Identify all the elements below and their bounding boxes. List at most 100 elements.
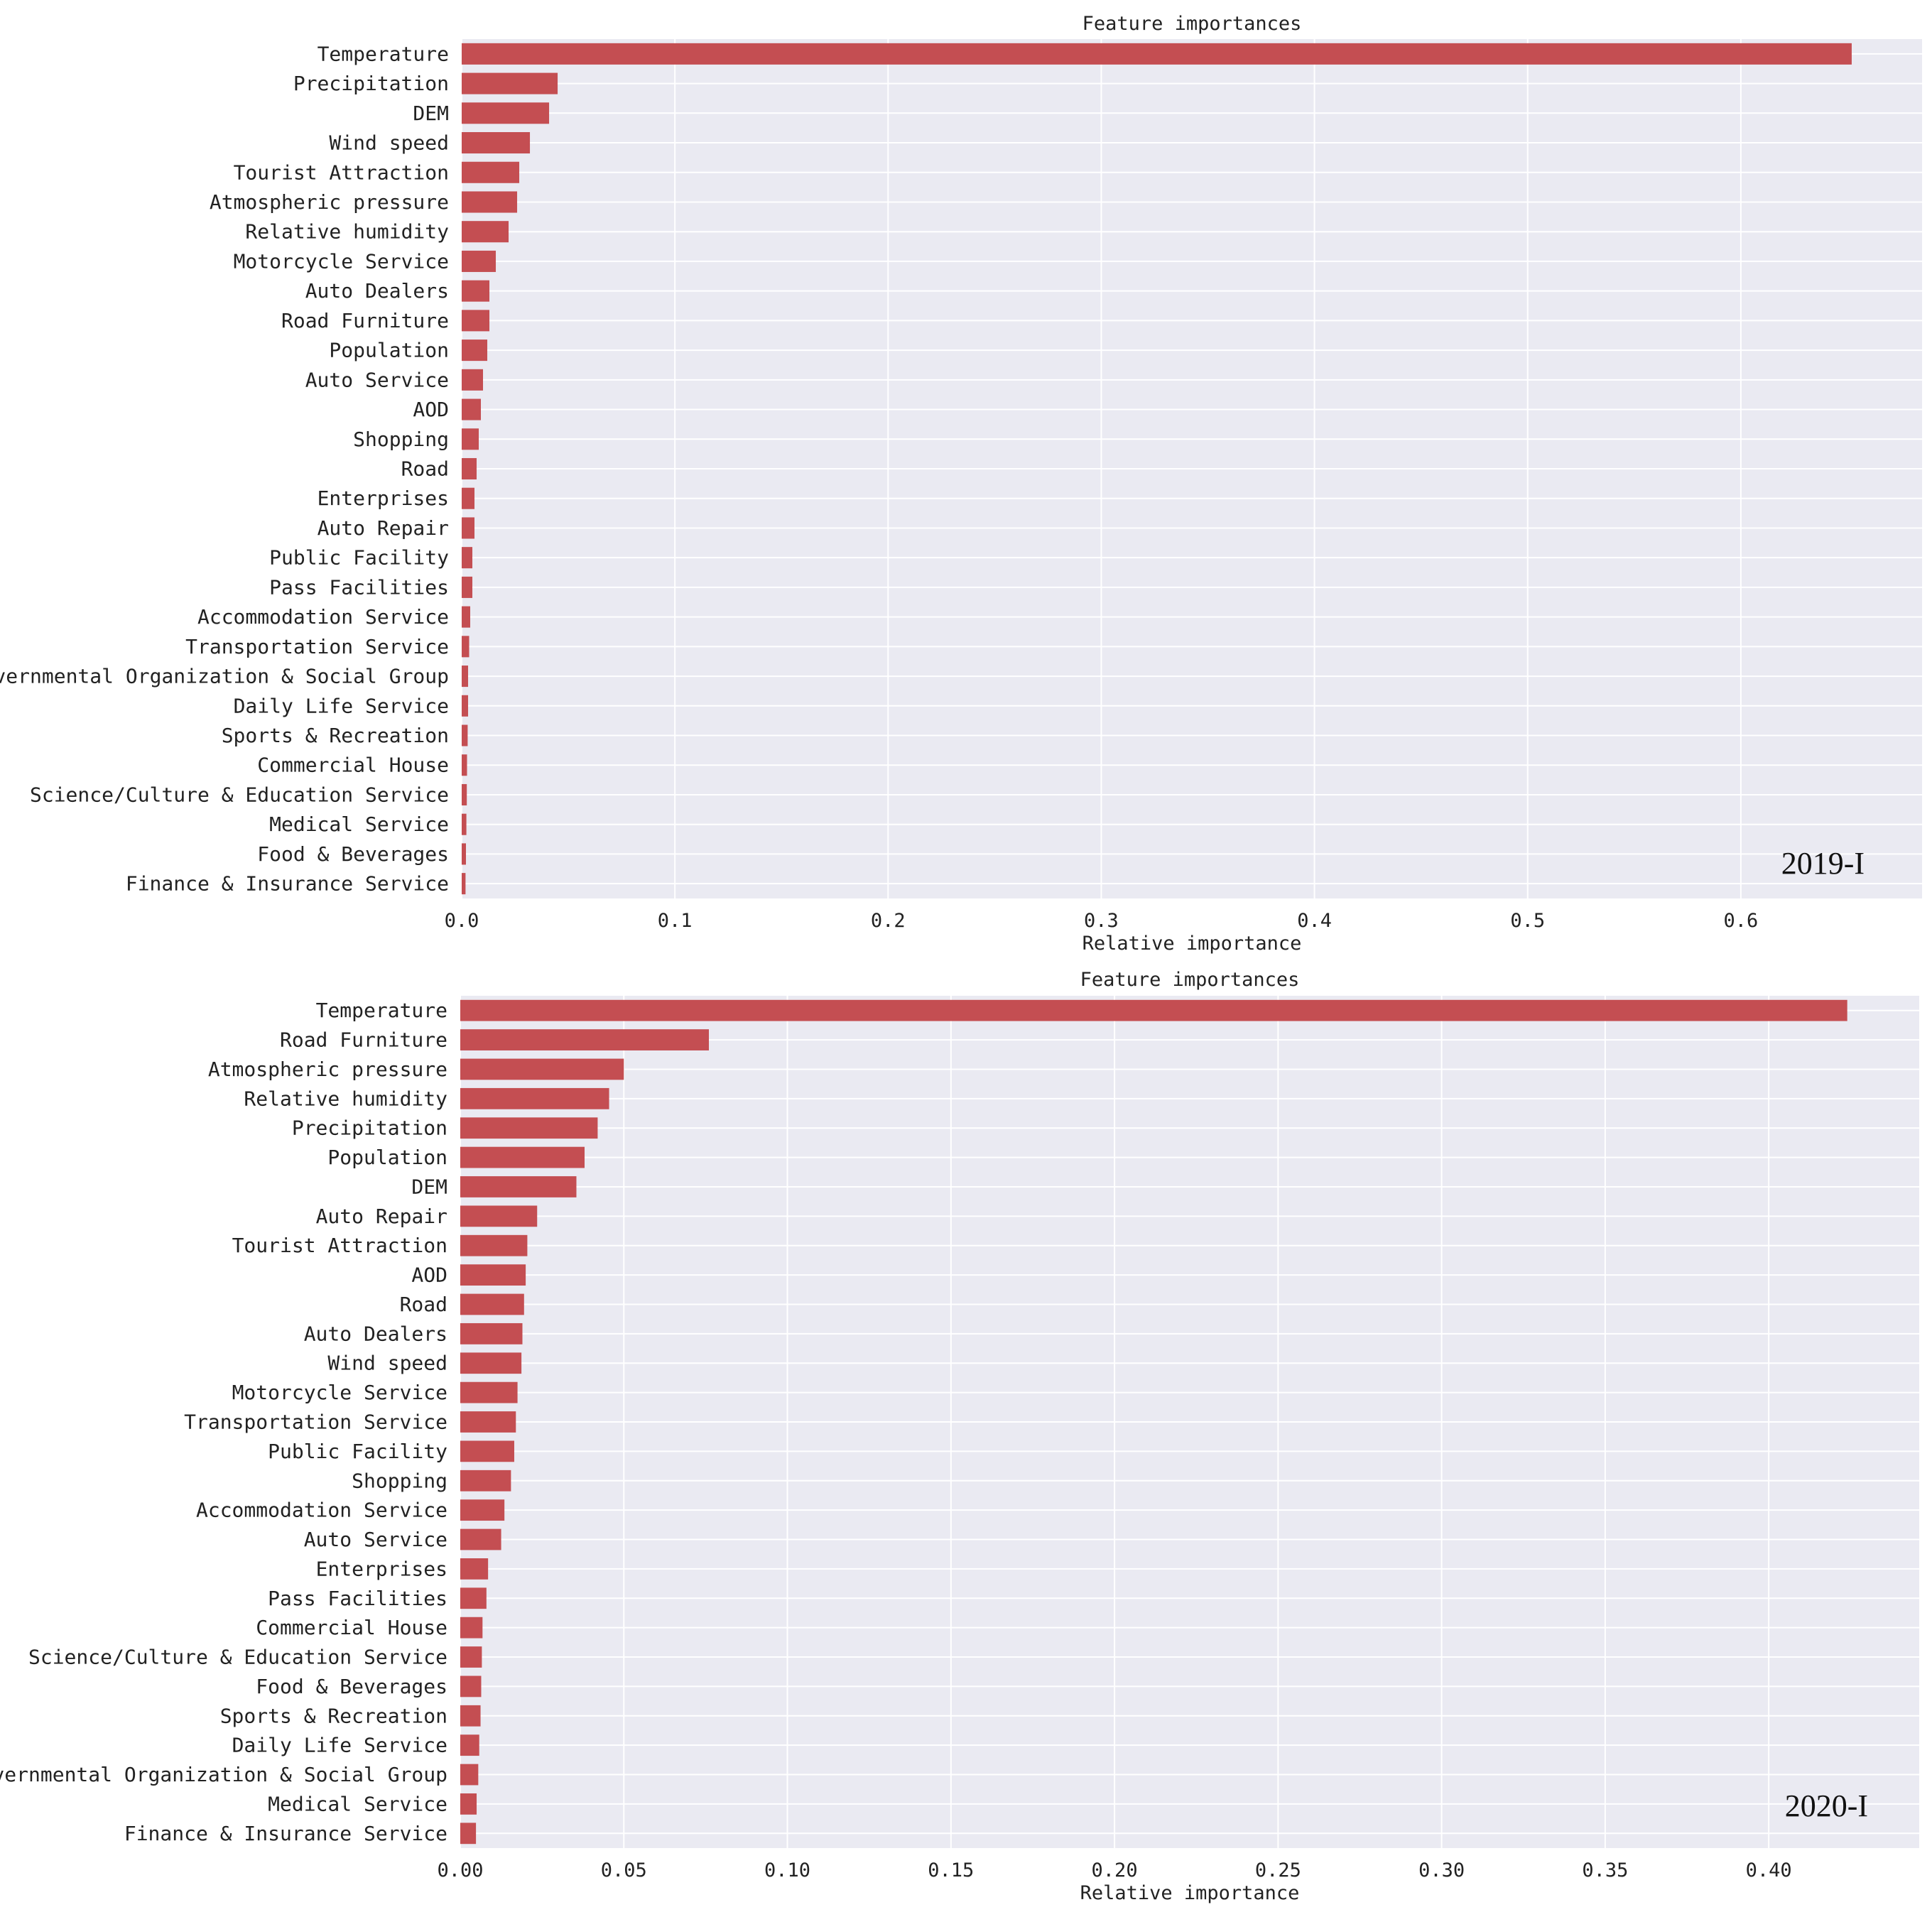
x-tick-label: 0.35: [1582, 1859, 1628, 1881]
category-label: Auto Service: [304, 1528, 447, 1551]
category-label: Transportation Service: [184, 1411, 447, 1434]
x-tick-label: 0.10: [764, 1859, 810, 1881]
x-tick-label: 0.5: [1510, 910, 1545, 932]
category-label: Commercial House: [257, 754, 449, 777]
category-label: DEM: [411, 1175, 447, 1198]
bar-2-22: [460, 1617, 483, 1639]
bar-2-5: [460, 1117, 598, 1139]
bar-1-8: [462, 250, 496, 272]
category-label: Finance & Insurance Service: [126, 872, 449, 896]
panel-label: 2019-I: [1781, 846, 1865, 881]
bar-1-19: [462, 576, 473, 598]
category-label: Science/Culture & Education Service: [30, 783, 449, 806]
category-label: Governmental Organization & Social Group: [0, 1763, 447, 1786]
chart-panel-1: Temperature Precipitation DEM Wind speed Tou…: [0, 13, 1922, 955]
bar-2-7: [460, 1176, 577, 1197]
category-label: Accommodation Service: [197, 605, 449, 629]
bar-1-1: [462, 43, 1852, 65]
bar-1-16: [462, 487, 475, 509]
x-axis-label: Relative importance: [1080, 1882, 1300, 1904]
bar-2-11: [460, 1293, 524, 1315]
bar-2-2: [460, 1029, 710, 1050]
category-label: Relative humidity: [245, 220, 449, 244]
category-label: Food & Beverages: [257, 842, 449, 866]
category-label: Precipitation: [293, 72, 449, 95]
bar-1-12: [462, 369, 484, 391]
bar-2-3: [460, 1058, 624, 1080]
bar-1-26: [462, 783, 467, 805]
x-tick-label: 0.25: [1255, 1859, 1301, 1881]
category-label: Enterprises: [318, 487, 449, 510]
category-label: Sports & Recreation: [222, 724, 449, 747]
bar-2-14: [460, 1381, 518, 1403]
bar-1-22: [462, 666, 469, 688]
category-label: Tourist Attraction: [234, 161, 449, 184]
category-label: Transportation Service: [185, 635, 449, 658]
x-tick-label: 0.4: [1297, 910, 1332, 932]
bar-1-13: [462, 398, 482, 420]
category-label: Governmental Organization & Social Group: [0, 665, 449, 688]
category-label: Population: [329, 339, 449, 362]
category-label: Sports & Recreation: [220, 1704, 447, 1727]
bar-1-5: [462, 161, 520, 183]
category-label: Temperature: [318, 42, 449, 65]
bar-2-4: [460, 1087, 609, 1109]
x-tick-label: 0.15: [928, 1859, 974, 1881]
category-label: Shopping: [352, 1469, 447, 1492]
category-label: Finance & Insurance Service: [124, 1822, 447, 1845]
category-label: Public Facility: [269, 546, 449, 570]
bar-2-26: [460, 1734, 479, 1756]
category-label: Public Facility: [268, 1440, 447, 1463]
category-label: Tourist Attraction: [232, 1234, 447, 1257]
category-label: Auto Service: [305, 368, 449, 391]
category-label: Science/Culture & Education Service: [28, 1646, 447, 1669]
category-label: Precipitation: [292, 1117, 447, 1140]
bar-1-21: [462, 636, 470, 658]
x-tick-label: 0.2: [871, 910, 906, 932]
bar-1-7: [462, 221, 509, 243]
category-label: Wind speed: [329, 131, 449, 155]
bar-1-6: [462, 191, 518, 213]
category-label: Road Furniture: [280, 1028, 447, 1052]
bar-2-10: [460, 1264, 526, 1286]
category-label: Road Furniture: [281, 309, 449, 332]
bar-2-29: [460, 1823, 477, 1845]
category-label: Auto Dealers: [305, 279, 449, 303]
category-label: Auto Repair: [316, 1205, 447, 1228]
bar-2-15: [460, 1411, 516, 1433]
x-tick-label: 0.40: [1746, 1859, 1792, 1881]
bar-1-25: [462, 754, 467, 776]
category-label: Motorcycle Service: [234, 249, 449, 273]
category-label: Relative humidity: [244, 1087, 447, 1110]
category-label: Wind speed: [327, 1352, 447, 1375]
bar-1-15: [462, 457, 477, 480]
x-tick-label: 0.00: [437, 1859, 483, 1881]
category-label: Medical Service: [268, 1792, 447, 1815]
bar-2-27: [460, 1764, 479, 1786]
bar-1-24: [462, 724, 468, 746]
category-label: Shopping: [353, 428, 449, 451]
x-tick-label: 0.1: [658, 910, 693, 932]
bar-2-21: [460, 1587, 487, 1609]
x-tick-label: 0.30: [1418, 1859, 1465, 1881]
bar-2-8: [460, 1205, 538, 1227]
category-label: Atmospheric pressure: [208, 1058, 447, 1081]
panel-label: 2020-I: [1785, 1788, 1868, 1823]
bar-2-19: [460, 1528, 501, 1550]
category-label: Daily Life Service: [232, 1734, 447, 1757]
x-axis-label: Relative importance: [1082, 933, 1302, 955]
category-label: Pass Facilities: [268, 1587, 447, 1610]
category-label: Food & Beverages: [256, 1675, 447, 1698]
bar-2-20: [460, 1558, 489, 1580]
bar-2-18: [460, 1499, 505, 1521]
x-tick-label: 0.6: [1723, 910, 1758, 932]
bar-1-28: [462, 843, 467, 865]
bar-1-29: [462, 873, 466, 895]
category-label: Enterprises: [316, 1557, 447, 1580]
category-label: Road: [400, 1293, 447, 1316]
category-label: Auto Repair: [318, 516, 449, 540]
category-label: AOD: [411, 1264, 447, 1287]
bar-2-17: [460, 1470, 511, 1492]
x-tick-label: 0.20: [1092, 1859, 1138, 1881]
